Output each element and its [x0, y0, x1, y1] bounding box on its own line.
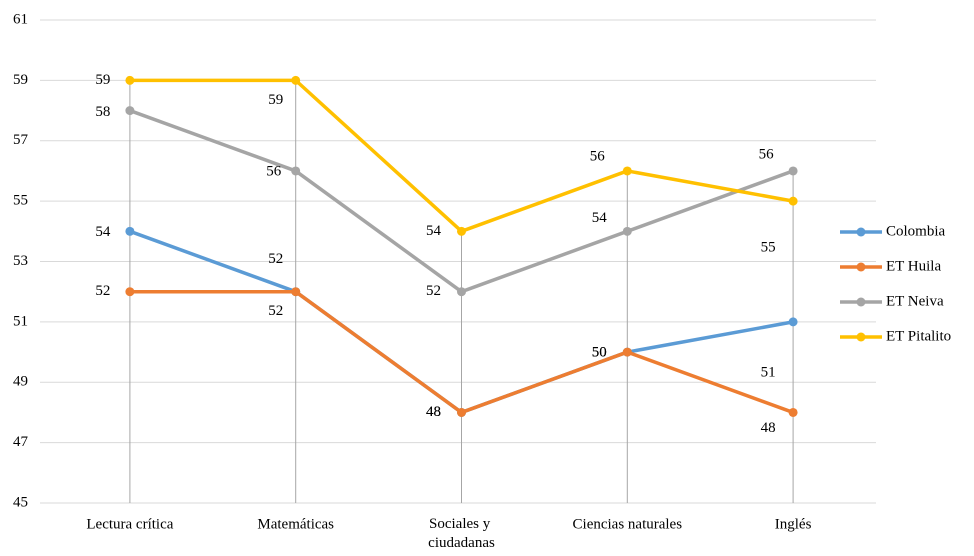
y-tick-label: 49: [13, 374, 28, 390]
data-label: 54: [426, 223, 442, 239]
x-tick-label: Inglés: [775, 516, 812, 532]
data-label: 48: [426, 404, 441, 420]
data-label: 56: [590, 148, 606, 164]
point: [457, 226, 466, 236]
legend-label: ET Pitalito: [886, 328, 951, 344]
point: [125, 287, 135, 297]
y-tick-label: 59: [13, 72, 28, 88]
y-tick-label: 53: [13, 253, 28, 269]
data-label: 54: [95, 224, 111, 240]
point: [788, 196, 798, 206]
point: [788, 407, 798, 417]
point: [291, 75, 301, 85]
point: [622, 226, 632, 236]
y-tick-label: 51: [13, 313, 28, 329]
legend-swatch-marker: [856, 227, 866, 237]
point: [788, 317, 798, 327]
point: [291, 166, 301, 176]
x-tick-label-line: ciudadanas: [428, 535, 495, 551]
data-label: 50: [592, 345, 607, 361]
data-label: 50: [592, 345, 607, 361]
y-tick-label: 55: [13, 193, 28, 209]
y-tick-label: 47: [13, 434, 29, 450]
data-label: 58: [95, 104, 110, 120]
x-tick-label: Lectura crítica: [86, 516, 173, 532]
y-tick-label: 57: [13, 132, 29, 148]
data-label: 52: [268, 303, 283, 319]
y-tick-label: 61: [13, 11, 28, 27]
x-tick-label-line: Sociales y: [429, 516, 494, 532]
point: [125, 75, 135, 85]
x-tick-label: Matemáticas: [257, 516, 334, 532]
point: [457, 287, 466, 297]
legend-swatch-marker: [856, 262, 866, 272]
legend-swatch-marker: [856, 332, 866, 342]
legend-label: ET Neiva: [886, 293, 944, 309]
legend-label: Colombia: [886, 223, 946, 239]
legend-swatch-marker: [856, 297, 866, 307]
data-label: 54: [592, 210, 608, 226]
point: [622, 347, 632, 357]
data-label: 59: [268, 92, 283, 108]
x-tick-label: Sociales y ciudadanas: [428, 516, 495, 551]
point: [125, 226, 135, 236]
point: [788, 166, 798, 176]
point: [291, 287, 301, 297]
data-label: 51: [761, 364, 776, 380]
data-label: 48: [426, 404, 441, 420]
data-label: 48: [761, 420, 776, 436]
point: [457, 407, 466, 417]
data-label: 59: [95, 72, 110, 88]
point: [125, 106, 135, 116]
point: [622, 166, 632, 176]
data-label: 52: [426, 283, 441, 299]
legend-label: ET Huila: [886, 258, 941, 274]
y-tick-label: 45: [13, 494, 28, 510]
data-label: 55: [761, 240, 776, 256]
data-label: 52: [268, 251, 283, 267]
data-label: 52: [95, 283, 110, 299]
data-label: 56: [266, 163, 282, 179]
x-tick-label: Ciencias naturales: [573, 516, 683, 532]
data-label: 56: [759, 146, 775, 162]
